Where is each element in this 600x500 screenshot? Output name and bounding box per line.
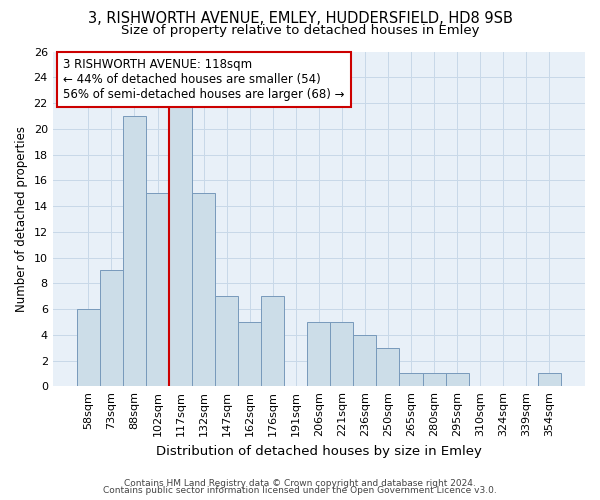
Bar: [261, 296, 284, 386]
Text: Size of property relative to detached houses in Emley: Size of property relative to detached ho…: [121, 24, 479, 37]
Bar: [146, 193, 169, 386]
Bar: [123, 116, 146, 386]
Bar: [100, 270, 123, 386]
Text: 3 RISHWORTH AVENUE: 118sqm
← 44% of detached houses are smaller (54)
56% of semi: 3 RISHWORTH AVENUE: 118sqm ← 44% of deta…: [64, 58, 345, 101]
Bar: [77, 309, 100, 386]
Bar: [538, 374, 561, 386]
Text: Contains HM Land Registry data © Crown copyright and database right 2024.: Contains HM Land Registry data © Crown c…: [124, 479, 476, 488]
Bar: [400, 374, 422, 386]
Text: Contains public sector information licensed under the Open Government Licence v3: Contains public sector information licen…: [103, 486, 497, 495]
Bar: [376, 348, 400, 387]
Bar: [238, 322, 261, 386]
Bar: [307, 322, 331, 386]
Bar: [169, 103, 192, 387]
X-axis label: Distribution of detached houses by size in Emley: Distribution of detached houses by size …: [156, 444, 482, 458]
Bar: [192, 193, 215, 386]
Text: 3, RISHWORTH AVENUE, EMLEY, HUDDERSFIELD, HD8 9SB: 3, RISHWORTH AVENUE, EMLEY, HUDDERSFIELD…: [88, 11, 512, 26]
Bar: [331, 322, 353, 386]
Bar: [215, 296, 238, 386]
Bar: [446, 374, 469, 386]
Y-axis label: Number of detached properties: Number of detached properties: [15, 126, 28, 312]
Bar: [353, 335, 376, 386]
Bar: [422, 374, 446, 386]
